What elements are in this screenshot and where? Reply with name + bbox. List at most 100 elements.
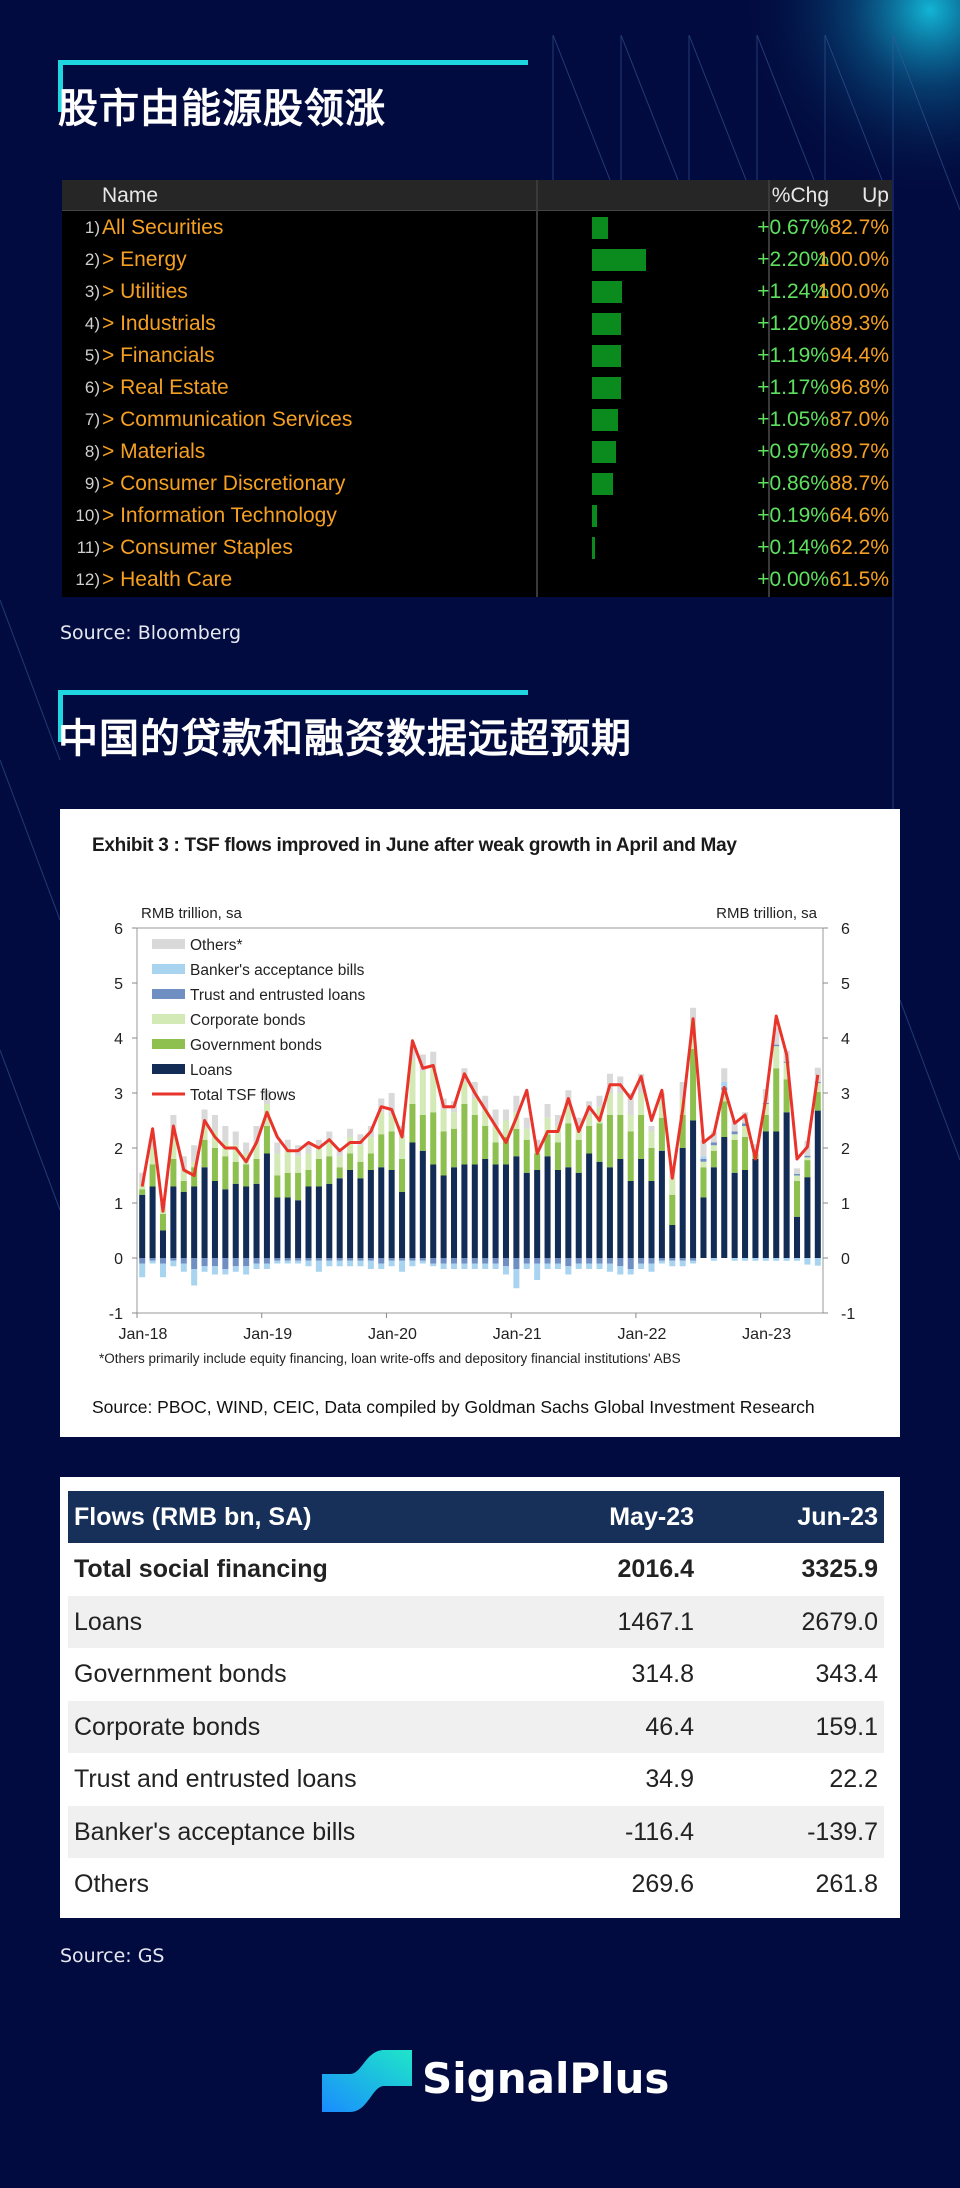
bar-corporate-bonds [180,1170,187,1181]
bar-banker-s-acceptance-bills [336,1260,343,1267]
source-bloomberg: Source: Bloomberg [60,622,242,644]
y-tick-label-left: 0 [114,1251,123,1268]
bar-government-bonds [409,1104,416,1143]
cell: 314.8 [631,1660,694,1688]
bar-trust-and-entrusted-loans [295,1258,302,1261]
bar-government-bonds [357,1161,364,1179]
bar-banker-s-acceptance-bills [575,1263,582,1269]
table-row[interactable]: 7) > Communication Services +1.05% 87.0% [62,404,892,436]
section-accent-bar [58,690,528,742]
bar-others- [243,1142,250,1154]
bar-trust-and-entrusted-loans [742,1123,749,1126]
bar-government-bonds [690,1049,697,1121]
bar-loans [513,1156,520,1258]
bar-trust-and-entrusted-loans [263,1258,270,1264]
bar-government-bonds [762,1115,769,1132]
bar-government-bonds [586,1126,593,1154]
bar-trust-and-entrusted-loans [523,1258,530,1264]
table-row[interactable]: 12) > Health Care +0.00% 61.5% [62,564,892,596]
bar-corporate-bonds [482,1109,489,1126]
bar-banker-s-acceptance-bills [606,1263,613,1272]
bar-government-bonds [544,1134,551,1157]
bar-others- [627,1093,634,1115]
cell: May-23 [609,1503,694,1531]
row-number: 12) [75,570,100,589]
table-row[interactable]: 11) > Consumer Staples +0.14% 62.2% [62,532,892,564]
bar-loans [357,1178,364,1258]
bar-corporate-bonds [710,1145,717,1151]
bar-trust-and-entrusted-loans [357,1258,364,1261]
bar-corporate-bonds [399,1137,406,1159]
cell: 159.1 [815,1712,878,1741]
bar-banker-s-acceptance-bills [700,1156,707,1159]
bar-trust-and-entrusted-loans [378,1258,385,1264]
bar-loans [399,1192,406,1258]
bar-banker-s-acceptance-bills [669,1260,676,1267]
table-row: Total social financing 2016.4 3325.9 [68,1543,884,1595]
bar-others- [357,1134,364,1146]
bar-trust-and-entrusted-loans [274,1258,281,1261]
bar-corporate-bonds [814,1083,821,1092]
bar-loans [149,1186,156,1258]
bar-others- [700,1139,707,1157]
table-header: Name %Chg Up [62,180,892,211]
table-row: Loans 1467.1 2679.0 [68,1595,884,1648]
table-row[interactable]: 1) All Securities +0.67% 82.7% [62,212,892,244]
bar-government-bonds [617,1115,624,1159]
bar-banker-s-acceptance-bills [315,1260,322,1272]
pct-change: +0.14% [757,536,829,559]
bar-government-bonds [419,1115,426,1151]
bar-government-bonds [794,1181,801,1217]
bar-government-bonds [274,1175,281,1198]
bar-banker-s-acceptance-bills [139,1263,146,1278]
bar-loans [139,1194,146,1258]
bar-trust-and-entrusted-loans [669,1258,676,1261]
bar-corporate-bonds [586,1115,593,1126]
bar-trust-and-entrusted-loans [461,1258,468,1264]
signalplus-logo: SignalPlus [322,2040,669,2120]
bar-banker-s-acceptance-bills [658,1260,665,1264]
bar-corporate-bonds [191,1161,198,1168]
bar-corporate-bonds [461,1082,468,1104]
table-row[interactable]: 5) > Financials +1.19% 94.4% [62,340,892,372]
bar-banker-s-acceptance-bills [378,1263,385,1269]
table-row[interactable]: 10) > Information Technology +0.19% 64.6… [62,500,892,532]
sector-name: > Information Technology [102,504,337,527]
y-tick-label-left: 4 [114,1031,123,1048]
y-tick-label-left: -1 [109,1306,123,1323]
bar-trust-and-entrusted-loans [284,1258,291,1261]
bar-government-bonds [243,1164,250,1187]
bar-banker-s-acceptance-bills [357,1260,364,1267]
pct-change: +1.05% [757,408,829,431]
sector-name: > Health Care [102,568,233,591]
sector-name: > Utilities [102,280,188,303]
bar-banker-s-acceptance-bills [388,1260,395,1267]
table-row[interactable]: 2) > Energy +2.20% 100.0% [62,244,892,276]
bar-trust-and-entrusted-loans [253,1258,260,1264]
table-row: Government bonds 314.8 343.4 [68,1648,884,1700]
pct-change: +0.19% [757,504,829,527]
cell: Government bonds [74,1660,287,1688]
legend-label: Loans [190,1062,232,1079]
bar-others- [336,1150,343,1157]
bar-corporate-bonds [315,1148,322,1159]
table-row[interactable]: 4) > Industrials +1.20% 89.3% [62,308,892,340]
bar-banker-s-acceptance-bills [554,1263,561,1269]
y-tick-label-right: 3 [841,1086,850,1103]
bar-trust-and-entrusted-loans [326,1258,333,1261]
table-row[interactable]: 8) > Materials +0.97% 89.7% [62,436,892,468]
bar-banker-s-acceptance-bills [534,1263,541,1280]
pct-change: +0.67% [757,216,829,239]
bar-banker-s-acceptance-bills [170,1260,177,1267]
cell: 2016.4 [617,1555,694,1583]
table-row[interactable]: 3) > Utilities +1.24% 100.0% [62,276,892,308]
table-row[interactable]: 9) > Consumer Discretionary +0.86% 88.7% [62,468,892,500]
row-number: 8) [84,442,100,461]
table-row[interactable]: 6) > Real Estate +1.17% 96.8% [62,372,892,404]
bar-corporate-bonds [336,1156,343,1168]
bar-banker-s-acceptance-bills [409,1260,416,1267]
sector-name: > Consumer Staples [102,536,293,559]
bar-trust-and-entrusted-loans [617,1258,624,1267]
bar-government-bonds [565,1123,572,1168]
bar-loans [575,1172,582,1258]
